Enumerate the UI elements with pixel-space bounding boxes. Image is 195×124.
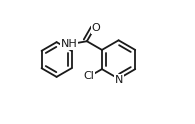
Text: Cl: Cl [83,71,94,81]
Text: O: O [92,23,100,33]
Text: N: N [115,75,123,85]
Text: NH: NH [61,39,78,49]
